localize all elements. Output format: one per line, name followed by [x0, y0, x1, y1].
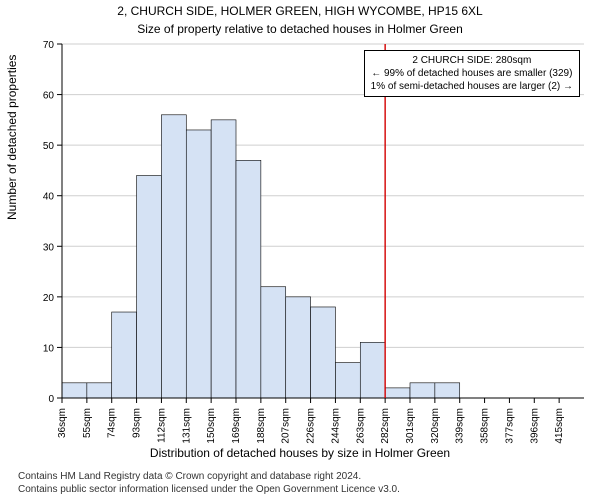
- x-tick-label: 131sqm: [181, 408, 192, 444]
- annotation-line-2: ← 99% of detached houses are smaller (32…: [371, 67, 573, 80]
- x-tick-label: 358sqm: [480, 408, 491, 444]
- x-tick-label: 74sqm: [107, 408, 118, 438]
- histogram-bar: [335, 363, 360, 398]
- y-axis-label: Number of detached properties: [5, 55, 19, 220]
- chart-container: 2, CHURCH SIDE, HOLMER GREEN, HIGH WYCOM…: [0, 0, 600, 500]
- x-tick-label: 320sqm: [430, 408, 441, 444]
- y-tick-label: 30: [43, 242, 55, 253]
- x-tick-label: 282sqm: [380, 408, 391, 444]
- y-tick-label: 10: [43, 343, 55, 354]
- chart-subtitle: Size of property relative to detached ho…: [0, 22, 600, 36]
- histogram-bar: [261, 287, 286, 398]
- annotation-line-3: 1% of semi-detached houses are larger (2…: [371, 80, 573, 93]
- x-tick-label: 188sqm: [256, 408, 267, 444]
- histogram-bar: [186, 130, 211, 398]
- histogram-bar: [211, 120, 236, 398]
- y-tick-label: 60: [43, 91, 55, 102]
- histogram-bar: [87, 383, 112, 398]
- histogram-bar: [311, 307, 336, 398]
- histogram-bar: [161, 115, 186, 398]
- footer-line-1: Contains HM Land Registry data © Crown c…: [18, 471, 400, 484]
- x-tick-label: 377sqm: [504, 408, 515, 444]
- x-tick-label: 415sqm: [554, 408, 565, 444]
- x-tick-label: 301sqm: [405, 408, 416, 444]
- histogram-bar: [286, 297, 311, 398]
- x-tick-label: 244sqm: [330, 408, 341, 444]
- x-tick-label: 55sqm: [82, 408, 93, 438]
- footer-attribution: Contains HM Land Registry data © Crown c…: [18, 471, 400, 496]
- y-tick-label: 70: [43, 40, 55, 51]
- annotation-box: 2 CHURCH SIDE: 280sqm ← 99% of detached …: [364, 50, 580, 97]
- histogram-bar: [137, 175, 162, 398]
- histogram-bar: [112, 312, 137, 398]
- histogram-bar: [385, 388, 410, 398]
- footer-line-2: Contains public sector information licen…: [18, 484, 400, 497]
- x-tick-label: 207sqm: [281, 408, 292, 444]
- x-tick-label: 169sqm: [231, 408, 242, 444]
- histogram-bar: [236, 160, 261, 398]
- x-axis-label: Distribution of detached houses by size …: [0, 446, 600, 460]
- x-tick-label: 93sqm: [132, 408, 143, 438]
- x-tick-label: 36sqm: [57, 408, 68, 438]
- y-tick-label: 40: [43, 192, 55, 203]
- annotation-line-1: 2 CHURCH SIDE: 280sqm: [371, 54, 573, 67]
- y-tick-label: 20: [43, 293, 55, 304]
- x-tick-label: 339sqm: [455, 408, 466, 444]
- histogram-bar: [62, 383, 87, 398]
- chart-supertitle: 2, CHURCH SIDE, HOLMER GREEN, HIGH WYCOM…: [0, 4, 600, 18]
- y-tick-label: 0: [48, 394, 54, 405]
- histogram-bar: [360, 342, 385, 398]
- x-tick-label: 112sqm: [156, 408, 167, 443]
- x-tick-label: 396sqm: [529, 408, 540, 444]
- histogram-bar: [410, 383, 435, 398]
- y-tick-label: 50: [43, 141, 55, 152]
- x-tick-label: 150sqm: [206, 408, 217, 444]
- histogram-bar: [435, 383, 460, 398]
- x-tick-label: 263sqm: [355, 408, 366, 444]
- x-tick-label: 226sqm: [306, 408, 317, 444]
